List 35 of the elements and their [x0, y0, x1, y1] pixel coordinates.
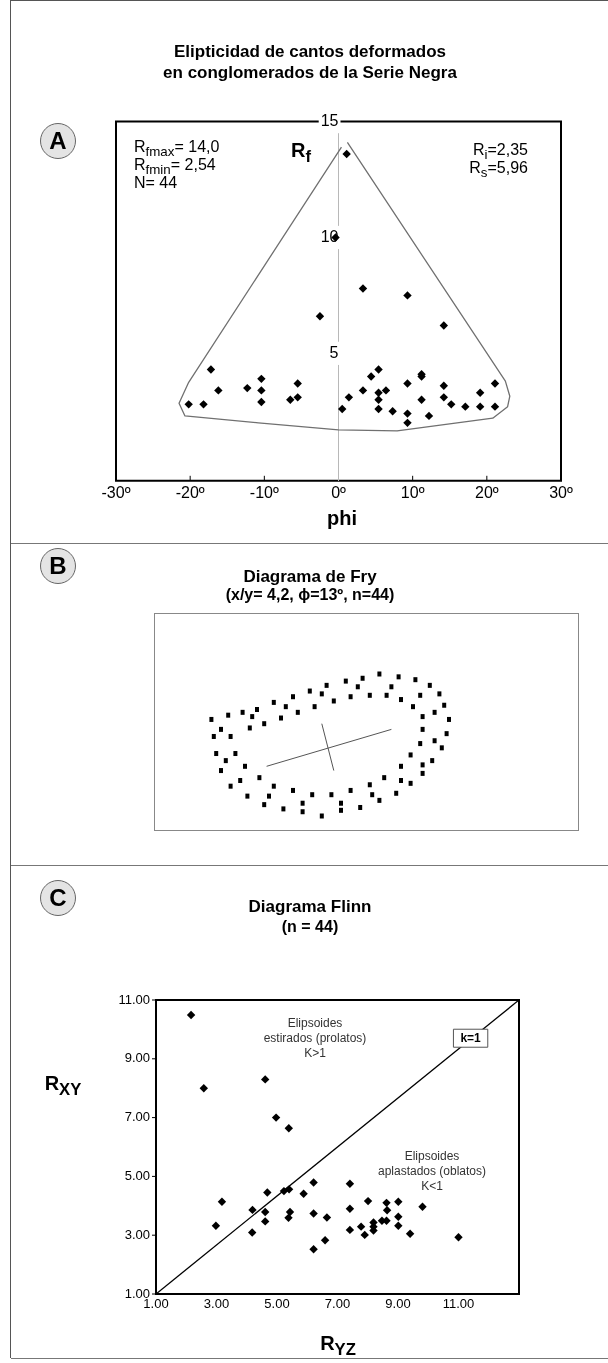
x-tick-label: 9.00 — [385, 1296, 411, 1312]
x-tick-label: -10º — [249, 483, 279, 501]
text: (x/y= 4,2, ϕ=13º, n=44) — [224, 586, 396, 604]
x-tick-label: 30º — [549, 483, 573, 501]
chart-title: Diagrama Flinn — [248, 897, 372, 916]
chart-subtitle: (n = 44) — [280, 918, 340, 936]
x-tick-label: -20º — [175, 483, 205, 501]
text: B — [40, 548, 76, 584]
chart-title: Elipticidad de cantos deformados en conglomerados de la Serie Negra — [162, 41, 458, 83]
text: C — [40, 880, 76, 916]
x-tick-label: 0º — [331, 483, 347, 501]
x-tick-label: 10º — [400, 483, 425, 501]
text: Diagrama de Fry — [243, 567, 377, 586]
y-tick-label: 11.00 — [118, 991, 150, 1007]
y-tick-label: 7.00 — [124, 1109, 150, 1125]
y-tick-label: 15 — [320, 112, 339, 130]
annotation: k=1 — [460, 1030, 482, 1045]
annotation: R$_{s}$=5,96 — [469, 159, 528, 181]
x-axis-title: R$_{YZ}$ — [320, 1332, 356, 1360]
x-tick-label: 11.00 — [442, 1296, 475, 1312]
text: A — [40, 123, 76, 159]
annotation: N= 44 — [134, 174, 178, 192]
annotation: Elipsoides aplastados (oblatos) K<1 — [377, 1148, 487, 1194]
y-tick-label: 5 — [329, 343, 339, 361]
y-tick-label: 3.00 — [124, 1226, 150, 1242]
x-tick-label: 3.00 — [203, 1296, 230, 1312]
x-tick-label: 20º — [475, 483, 499, 501]
y-axis-title: R$_{XY}$ — [44, 1072, 82, 1100]
y-axis-title: R$_{f}$ — [291, 139, 311, 167]
x-tick-label: 5.00 — [264, 1296, 290, 1312]
y-tick-label: 9.00 — [124, 1050, 150, 1066]
y-tick-label: 5.00 — [124, 1167, 150, 1183]
x-tick-label: -30º — [101, 483, 131, 501]
x-axis-title: phi — [327, 506, 357, 530]
annotation: Elipsoides estirados (prolatos) K>1 — [263, 1015, 367, 1061]
